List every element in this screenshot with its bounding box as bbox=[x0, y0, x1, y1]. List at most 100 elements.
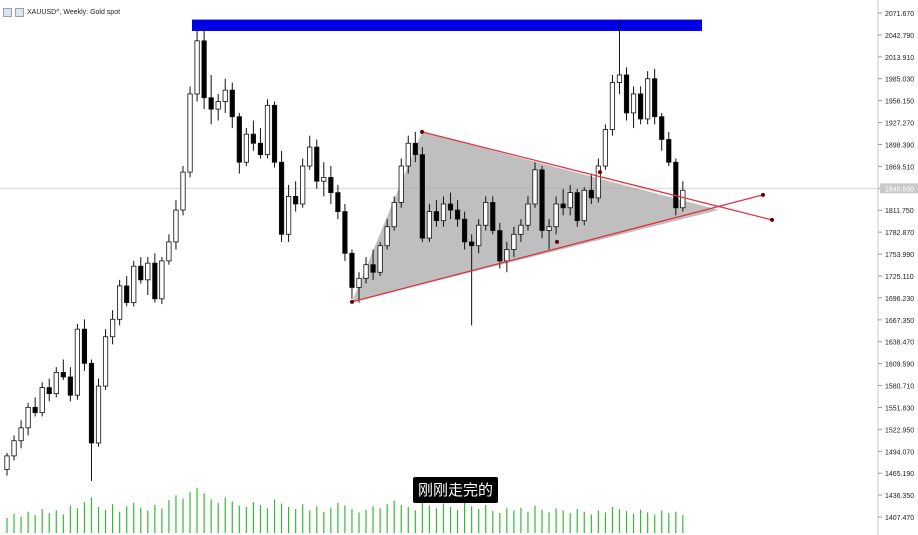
candle-bull bbox=[215, 101, 221, 110]
timeframe-label: Weekly bbox=[63, 8, 87, 16]
candle-bear bbox=[412, 142, 418, 156]
candle-bull bbox=[581, 189, 587, 222]
current-price-label: 1840.630 bbox=[885, 186, 914, 193]
y-tick-label: 1898.390 bbox=[885, 142, 914, 149]
symbol-name: XAUUSD^ bbox=[27, 8, 60, 16]
candle-bear bbox=[81, 328, 88, 364]
candle-bear bbox=[469, 241, 475, 247]
candle-bull bbox=[166, 241, 172, 262]
candle-bull bbox=[616, 74, 623, 83]
trendline-anchor bbox=[761, 192, 765, 197]
candle-bull bbox=[511, 233, 517, 250]
candle-bear bbox=[335, 192, 341, 212]
candle-bull bbox=[25, 406, 31, 429]
candle-bull bbox=[426, 211, 433, 239]
candle-bear bbox=[588, 189, 594, 199]
candle-bear bbox=[447, 203, 454, 211]
y-tick-label: 1522.950 bbox=[885, 427, 914, 434]
candle-bear bbox=[328, 177, 334, 193]
trendline-layer[interactable] bbox=[350, 129, 774, 304]
candle-bear bbox=[208, 97, 214, 110]
lower-trendline bbox=[351, 194, 764, 303]
candle-bear bbox=[201, 40, 207, 99]
candle-bear bbox=[88, 362, 95, 444]
candle-bull bbox=[187, 93, 193, 173]
candle-bear bbox=[278, 161, 285, 235]
symbol-title: XAUUSD^, Weekly: Gold spot bbox=[27, 8, 121, 16]
candle-bear bbox=[32, 406, 38, 414]
candle-bull bbox=[95, 385, 102, 444]
candle-bull bbox=[553, 203, 559, 228]
current-price-marker bbox=[880, 183, 918, 194]
candle-bear bbox=[560, 203, 566, 209]
y-tick-label: 1436.350 bbox=[885, 493, 914, 500]
candle-bull bbox=[300, 165, 306, 205]
candle-bear bbox=[490, 202, 496, 231]
candle-bull bbox=[384, 226, 390, 247]
candle-bull bbox=[53, 372, 59, 395]
candle-bull bbox=[440, 203, 447, 222]
candle-bull bbox=[546, 226, 552, 231]
candle-bull bbox=[110, 318, 116, 338]
candle-bear bbox=[454, 209, 461, 220]
window-icon[interactable] bbox=[15, 7, 24, 17]
candle-bull bbox=[243, 133, 249, 163]
candle-bull bbox=[595, 165, 601, 199]
y-tick-label: 1985.030 bbox=[885, 77, 914, 84]
candle-bull bbox=[398, 165, 404, 203]
candle-bear bbox=[342, 211, 348, 254]
y-tick-label: 1638.470 bbox=[885, 340, 914, 347]
y-tick-label: 1465.190 bbox=[885, 471, 914, 478]
candle-bear bbox=[349, 252, 355, 288]
symbol-icon bbox=[3, 7, 12, 17]
candle-bull bbox=[356, 277, 362, 288]
candle-bear bbox=[659, 116, 665, 140]
triangle-pattern[interactable] bbox=[192, 19, 719, 302]
candle-bear bbox=[673, 161, 679, 209]
trendline-anchor bbox=[598, 170, 602, 175]
candle-bear bbox=[236, 116, 242, 163]
candle-bull bbox=[483, 202, 489, 226]
candle-bear bbox=[250, 133, 256, 144]
candle-bull bbox=[39, 387, 45, 414]
trendline-anchor bbox=[350, 299, 354, 304]
y-tick-label: 1956.150 bbox=[885, 99, 914, 106]
candle-bull bbox=[131, 265, 137, 304]
candle-bear bbox=[666, 139, 672, 163]
candle-bull bbox=[391, 202, 397, 228]
trendline-anchor bbox=[770, 217, 774, 222]
candle-bear bbox=[461, 218, 468, 243]
y-tick-label: 1869.510 bbox=[885, 164, 914, 171]
candle-bull bbox=[102, 336, 109, 387]
y-tick-label: 1551.830 bbox=[885, 405, 914, 412]
candle-bull bbox=[18, 427, 24, 442]
candle-bull bbox=[11, 440, 17, 457]
y-tick-label: 1811.750 bbox=[885, 208, 914, 215]
candle-bull bbox=[363, 264, 369, 279]
candle-bear bbox=[370, 264, 376, 273]
candle-bear bbox=[60, 372, 66, 378]
candle-bull bbox=[602, 129, 609, 167]
candle-bear bbox=[314, 146, 320, 182]
candle-bull bbox=[532, 169, 538, 205]
triangle-fill bbox=[352, 131, 719, 302]
candle-bull bbox=[194, 40, 200, 95]
candle-bull bbox=[321, 177, 327, 182]
video-subtitle: 刚刚走完的 bbox=[413, 477, 499, 503]
trendline-anchor bbox=[420, 129, 424, 134]
y-tick-label: 1494.070 bbox=[885, 449, 914, 456]
candle-bull bbox=[525, 203, 531, 226]
candle-bull bbox=[180, 171, 186, 211]
candle-bear bbox=[652, 78, 658, 118]
volume-layer bbox=[6, 487, 684, 533]
candle-bull bbox=[645, 78, 651, 120]
candle-bull bbox=[504, 249, 510, 262]
candle-bull bbox=[4, 455, 10, 470]
y-tick-label: 1927.270 bbox=[885, 121, 914, 128]
symbol-description: Gold spot bbox=[90, 8, 121, 16]
resistance-zone bbox=[192, 19, 702, 31]
candle-bull bbox=[264, 104, 271, 156]
candle-bear bbox=[433, 211, 440, 222]
candle-bull bbox=[476, 224, 482, 247]
